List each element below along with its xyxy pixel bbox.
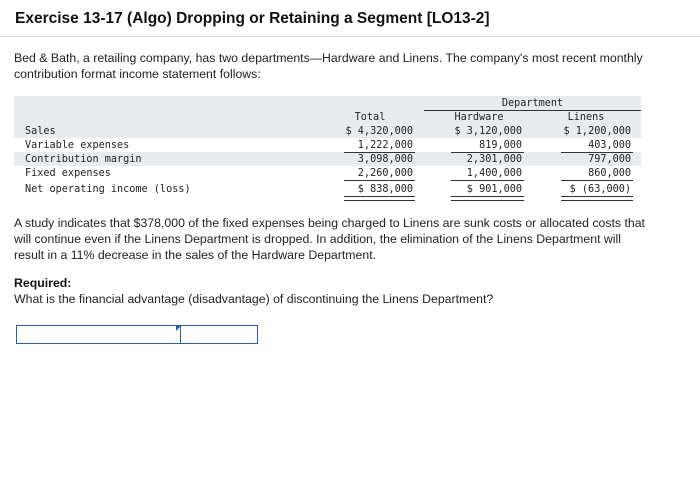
answer-label-cell[interactable] <box>17 326 181 344</box>
contribution-margin-total: 3,098,000 <box>357 154 413 165</box>
answer-amount-cell[interactable] <box>181 326 257 344</box>
total-rule-hardware <box>451 180 524 181</box>
answer-label-input[interactable] <box>17 326 180 344</box>
required-label: Required: <box>14 276 72 290</box>
sales-total: $ 4,320,000 <box>345 126 413 137</box>
variable-expenses-total: 1,222,000 <box>357 140 413 151</box>
fixed-expenses-linens: 860,000 <box>588 168 631 179</box>
row-label-fixed-expenses: Fixed expenses <box>25 168 111 179</box>
row-shade-contribution <box>14 152 641 166</box>
column-header-linens: Linens <box>567 112 605 123</box>
column-header-total: Total <box>354 112 386 123</box>
net-operating-income-total: $ 838,000 <box>357 184 413 195</box>
sales-hardware: $ 3,120,000 <box>454 126 522 137</box>
subtotal-rule-linens <box>561 152 633 153</box>
cell-marker-icon <box>176 326 181 331</box>
row-shade-sales <box>14 124 641 138</box>
row-label-contribution-margin: Contribution margin <box>25 154 142 165</box>
net-operating-income-linens: $ (63,000) <box>569 184 631 195</box>
study-text: A study indicates that $378,000 of the f… <box>14 216 645 262</box>
double-rule-linens <box>561 196 633 201</box>
variable-expenses-hardware: 819,000 <box>479 140 522 151</box>
required-question: What is the financial advantage (disadva… <box>14 292 494 306</box>
column-header-hardware: Hardware <box>454 112 504 123</box>
subtotal-rule-total <box>344 152 415 153</box>
net-operating-income-hardware: $ 901,000 <box>466 184 522 195</box>
fixed-expenses-total: 2,260,000 <box>357 168 413 179</box>
intro-text: Bed & Bath, a retailing company, has two… <box>14 51 643 81</box>
total-rule-linens <box>561 180 633 181</box>
row-label-variable-expenses: Variable expenses <box>25 140 130 151</box>
department-header: Department <box>501 98 564 109</box>
fixed-expenses-hardware: 1,400,000 <box>466 168 522 179</box>
total-rule-total <box>344 180 415 181</box>
exercise-title: Exercise 13-17 (Algo) Dropping or Retain… <box>15 10 490 27</box>
double-rule-total <box>344 196 415 201</box>
sales-linens: $ 1,200,000 <box>563 126 631 137</box>
contribution-margin-linens: 797,000 <box>588 154 631 165</box>
subtotal-rule-hardware <box>451 152 524 153</box>
contribution-margin-hardware: 2,301,000 <box>466 154 522 165</box>
variable-expenses-linens: 403,000 <box>588 140 631 151</box>
answer-row <box>16 325 258 344</box>
double-rule-hardware <box>451 196 524 201</box>
row-label-net-operating-income: Net operating income (loss) <box>25 184 191 195</box>
title-divider <box>0 36 700 37</box>
department-underline <box>424 110 641 111</box>
row-label-sales: Sales <box>25 126 56 137</box>
answer-amount-input[interactable] <box>181 326 257 344</box>
income-statement-table: Department Total Hardware Linens Sales $… <box>14 96 641 201</box>
